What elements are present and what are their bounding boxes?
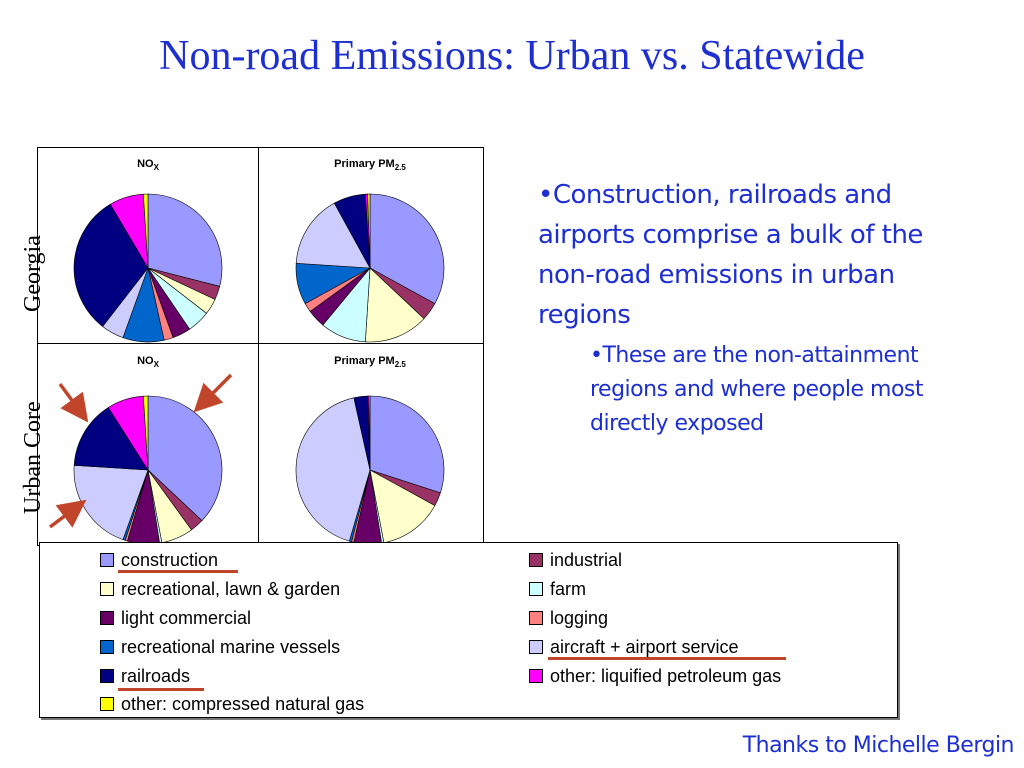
legend-label: recreational marine vessels [121,637,341,657]
arrow-icon [48,499,87,529]
underline-aircraft [548,657,786,660]
pie-title-subscript: 2.5 [394,360,406,370]
pie-slice-construction [369,193,445,305]
legend-label: aircraft + airport service [550,637,739,657]
bullet-main: •Construction, railroads and airports co… [538,180,923,330]
legend-item-construction: construction [100,550,218,571]
pie-chart-urban-nox [73,395,223,545]
legend-item-aircraft: aircraft + airport service [529,637,739,658]
legend-label: railroads [121,666,191,686]
chart-legend: construction industrial recreational, la… [39,542,898,718]
pie-slice-aircraft-airport-service [295,202,371,269]
pie-title-urban-pm25: Primary PM2.5 [260,355,480,369]
legend-swatch [100,611,114,625]
arrow-icon [193,373,233,413]
pie-slice-other-compressed-natural-gas [367,193,371,269]
legend-label: other: compressed natural gas [121,694,365,714]
pie-title-subscript: X [153,163,159,173]
legend-label: industrial [550,550,623,570]
legend-swatch [100,553,114,567]
credit-text: Thanks to Michelle Bergin [742,733,1015,758]
legend-swatch [100,640,114,654]
bullet-sub: •These are the non-attainment regions an… [590,343,924,436]
legend-item-railroads: railroads [100,666,190,687]
pie-slice-other-compressed-natural-gas [368,395,371,471]
legend-label: recreational, lawn & garden [121,579,341,599]
legend-item-logging: logging [529,608,608,629]
pie-slice-construction [147,395,223,522]
pie-chart-georgia-pm25 [295,193,445,343]
pie-slice-railroads [73,407,149,471]
legend-label: farm [550,579,586,599]
underline-railroads [118,688,204,691]
legend-label: light commercial [121,608,252,628]
slide-title: Non-road Emissions: Urban vs. Statewide [159,33,865,79]
legend-label: other: liquified petroleum gas [550,666,782,686]
legend-item-lpg: other: liquified petroleum gas [529,666,781,687]
pie-title-georgia-nox: NOX [38,158,258,172]
legend-item-light-commercial: light commercial [100,608,251,629]
legend-item-industrial: industrial [529,550,622,571]
legend-item-cng: other: compressed natural gas [100,694,364,715]
pie-chart-urban-pm25 [295,395,445,545]
pie-title-main: Primary PM [334,158,395,170]
underline-construction [118,570,238,573]
pie-slice-recreational-lawn-garden [365,267,425,343]
pie-title-main: NO [137,355,154,367]
pie-slice-aircraft-airport-service [295,397,371,542]
pie-title-urban-nox: NOX [38,355,258,369]
pie-title-main: NO [137,158,154,170]
grid-divider-vertical [258,147,259,544]
legend-item-recreational: recreational, lawn & garden [100,579,340,600]
legend-swatch [100,582,114,596]
legend-label: construction [121,550,219,570]
pie-slice-construction [147,193,223,287]
pie-title-subscript: 2.5 [394,163,406,173]
bullet-text: •Construction, railroads and airports co… [538,175,978,441]
legend-swatch [529,640,543,654]
grid-divider-horizontal [37,343,483,344]
legend-swatch [529,553,543,567]
arrow-icon [58,382,89,423]
legend-swatch [100,669,114,683]
legend-swatch [529,611,543,625]
pie-slice-other-compressed-natural-gas [143,193,149,269]
pie-slice-construction [369,395,445,494]
legend-label: logging [550,608,609,628]
legend-swatch [529,582,543,596]
pie-slice-other-compressed-natural-gas [143,395,149,471]
pie-chart-georgia-nox [73,193,223,343]
legend-item-farm: farm [529,579,586,600]
pie-title-subscript: X [153,360,159,370]
legend-swatch [529,669,543,683]
legend-item-marine: recreational marine vessels [100,637,340,658]
pie-title-main: Primary PM [334,355,395,367]
legend-swatch [100,697,114,711]
pie-slice-railroads [73,203,149,327]
pie-title-georgia-pm25: Primary PM2.5 [260,158,480,172]
